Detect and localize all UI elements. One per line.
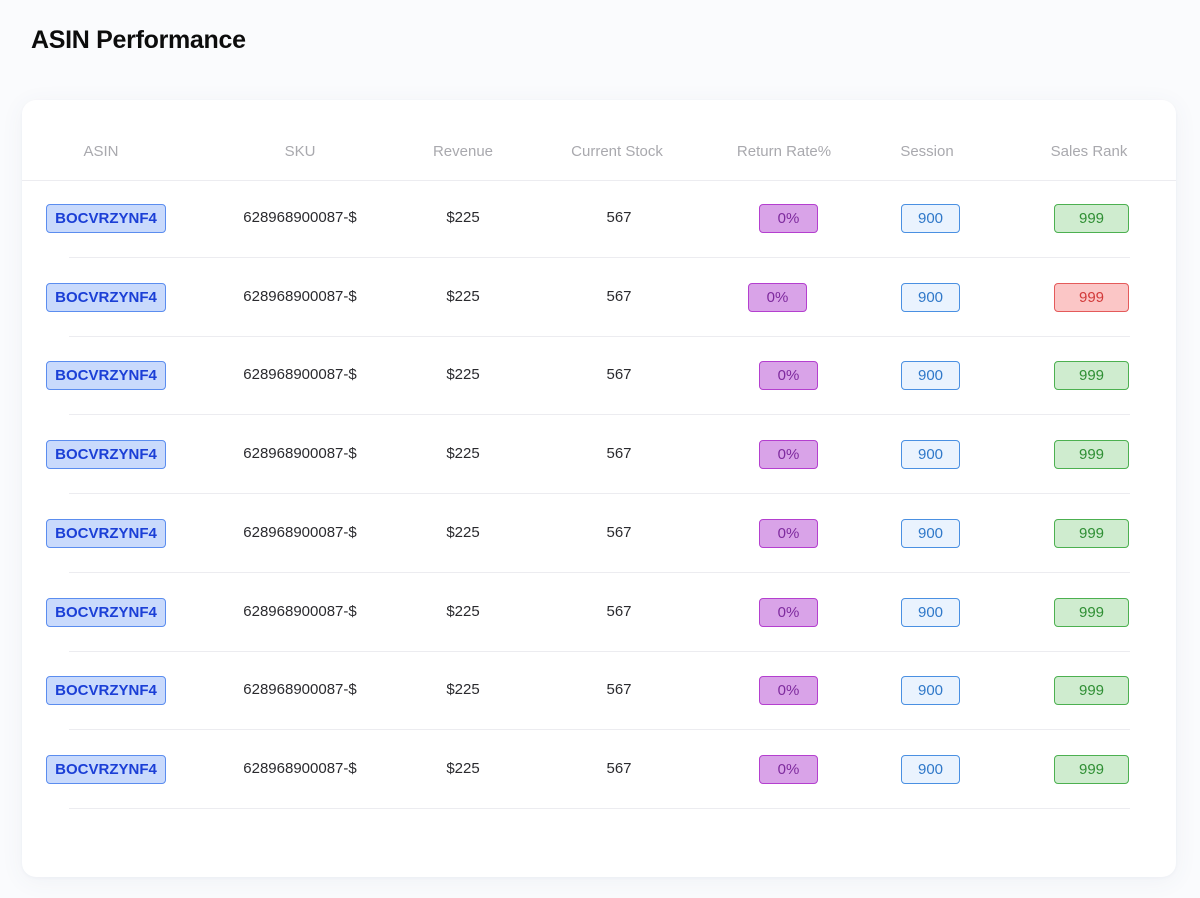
session-badge: 900	[901, 754, 960, 784]
sales-rank-badge: 999	[1054, 440, 1129, 470]
sku-cell: 628968900087-$	[243, 681, 357, 699]
revenue-cell: $225	[446, 602, 480, 620]
sku-cell: 628968900087-$	[243, 209, 357, 226]
revenue-cell: $225	[446, 366, 480, 384]
revenue-cell: $225	[446, 759, 480, 777]
current-stock-cell: 567	[606, 209, 632, 226]
return-rate-badge: 0%	[759, 440, 818, 470]
table-row[interactable]: BOCVRZYNF4 628968900087-$ $225 567 0% 900 999	[22, 180, 1176, 258]
sales-rank-badge: 999	[1054, 361, 1129, 391]
return-rate-badge: 0%	[759, 361, 818, 391]
return-rate-badge: 0%	[748, 282, 807, 312]
return-rate-badge: 0%	[759, 204, 818, 233]
column-header-sku[interactable]: SKU	[284, 143, 316, 160]
sku-cell: 628968900087-$	[243, 445, 357, 463]
return-rate-badge: 0%	[759, 754, 818, 784]
column-header-current-stock[interactable]: Current Stock	[571, 143, 663, 160]
column-header-session[interactable]: Session	[900, 143, 954, 160]
table-row[interactable]: BOCVRZYNF4 628968900087-$ $225 567 0% 900 999	[22, 416, 1176, 495]
current-stock-cell: 567	[606, 445, 632, 463]
sales-rank-badge: 999	[1054, 518, 1129, 548]
revenue-cell: $225	[446, 287, 480, 305]
current-stock-cell: 567	[606, 523, 632, 541]
table-row[interactable]: BOCVRZYNF4 628968900087-$ $225 567 0% 900 999	[22, 495, 1176, 573]
table-row[interactable]: BOCVRZYNF4 628968900087-$ $225 567 0% 900 999	[22, 574, 1176, 652]
return-rate-badge: 0%	[759, 597, 818, 627]
session-badge: 900	[901, 204, 960, 233]
sales-rank-badge: 999	[1054, 597, 1129, 627]
revenue-cell: $225	[446, 681, 480, 699]
table-row[interactable]: BOCVRZYNF4 628968900087-$ $225 567 0% 900 999	[22, 259, 1176, 337]
current-stock-cell: 567	[606, 366, 632, 384]
row-divider	[69, 650, 1130, 652]
column-header-return-rate[interactable]: Return Rate%	[736, 143, 832, 160]
table-row[interactable]: BOCVRZYNF4 628968900087-$ $225 567 0% 900 999	[22, 652, 1176, 731]
sales-rank-badge: 999	[1054, 282, 1129, 312]
asin-performance-table: ASIN SKU Revenue Current Stock Return Ra…	[22, 100, 1176, 877]
asin-badge[interactable]: BOCVRZYNF4	[46, 282, 166, 312]
asin-badge[interactable]: BOCVRZYNF4	[46, 518, 166, 548]
asin-badge[interactable]: BOCVRZYNF4	[46, 676, 166, 706]
column-header-asin[interactable]: ASIN	[83, 143, 119, 160]
sku-cell: 628968900087-$	[243, 287, 357, 305]
table-row[interactable]: BOCVRZYNF4 628968900087-$ $225 567 0% 900 999	[22, 337, 1176, 416]
row-divider	[69, 414, 1130, 416]
table-header: ASIN SKU Revenue Current Stock Return Ra…	[22, 100, 1176, 181]
row-divider	[69, 729, 1130, 731]
session-badge: 900	[901, 518, 960, 548]
return-rate-badge: 0%	[759, 518, 818, 548]
table-row[interactable]: BOCVRZYNF4 628968900087-$ $225 567 0% 900 999	[22, 731, 1176, 809]
revenue-cell: $225	[446, 523, 480, 541]
session-badge: 900	[901, 282, 960, 312]
sales-rank-badge: 999	[1054, 204, 1129, 233]
session-badge: 900	[901, 440, 960, 470]
session-badge: 900	[901, 361, 960, 391]
session-badge: 900	[901, 676, 960, 706]
row-divider	[69, 571, 1130, 573]
current-stock-cell: 567	[606, 759, 632, 777]
sku-cell: 628968900087-$	[243, 602, 357, 620]
row-divider	[69, 335, 1130, 337]
asin-badge[interactable]: BOCVRZYNF4	[46, 361, 166, 391]
session-badge: 900	[901, 597, 960, 627]
sales-rank-badge: 999	[1054, 676, 1129, 706]
return-rate-badge: 0%	[759, 676, 818, 706]
revenue-cell: $225	[446, 445, 480, 463]
sku-cell: 628968900087-$	[243, 759, 357, 777]
sku-cell: 628968900087-$	[243, 366, 357, 384]
asin-badge[interactable]: BOCVRZYNF4	[46, 440, 166, 470]
page-title: ASIN Performance	[31, 26, 246, 54]
asin-badge[interactable]: BOCVRZYNF4	[46, 754, 166, 784]
current-stock-cell: 567	[606, 287, 632, 305]
sku-cell: 628968900087-$	[243, 523, 357, 541]
sales-rank-badge: 999	[1054, 754, 1129, 784]
revenue-cell: $225	[446, 209, 480, 226]
column-header-revenue[interactable]: Revenue	[432, 143, 494, 160]
row-divider	[69, 257, 1130, 258]
asin-badge[interactable]: BOCVRZYNF4	[46, 204, 166, 233]
column-header-sales-rank[interactable]: Sales Rank	[1050, 143, 1128, 160]
row-divider	[69, 493, 1130, 495]
current-stock-cell: 567	[606, 602, 632, 620]
current-stock-cell: 567	[606, 681, 632, 699]
row-divider	[69, 807, 1130, 809]
asin-badge[interactable]: BOCVRZYNF4	[46, 597, 166, 627]
